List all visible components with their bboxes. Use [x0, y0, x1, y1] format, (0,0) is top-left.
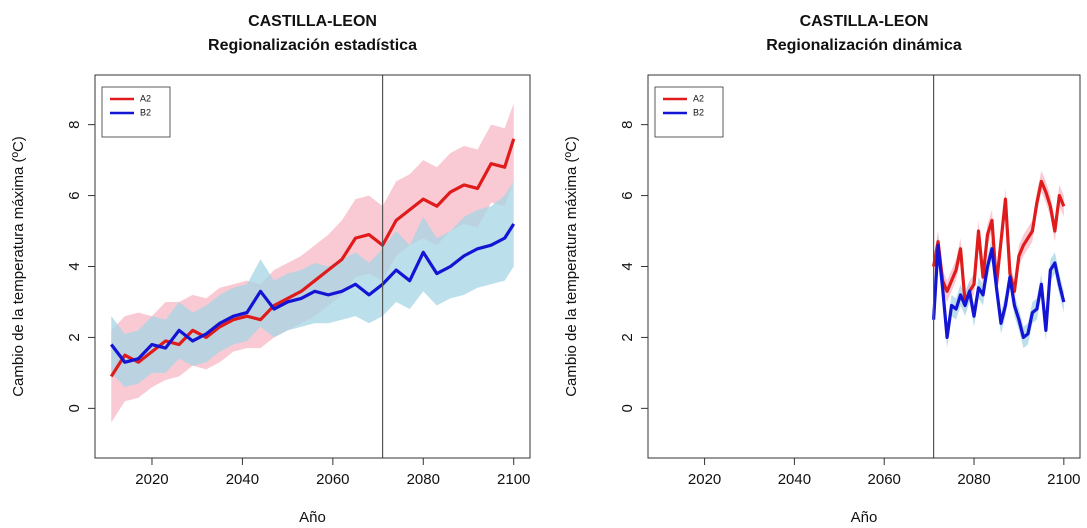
plot-area [932, 170, 1066, 349]
y-tick-label: 0 [66, 404, 83, 412]
x-tick-label: 2020 [688, 471, 721, 488]
series-line [109, 138, 516, 378]
y-tick-label: 6 [619, 191, 636, 199]
x-tick-label: 2040 [226, 471, 259, 488]
legend-label: A2 [140, 93, 151, 103]
y-tick-label: 4 [619, 262, 636, 270]
x-tick-label: 2020 [135, 471, 168, 488]
x-tick-label: 2100 [1047, 471, 1080, 488]
chart-title: CASTILLA-LEON [248, 13, 377, 30]
series-line [110, 223, 516, 364]
chart-title: CASTILLA-LEON [800, 13, 929, 30]
x-tick-label: 2100 [497, 471, 530, 488]
x-tick-label: 2080 [407, 471, 440, 488]
x-tick-label: 2060 [316, 471, 349, 488]
chart-subtitle: Regionalización dinámica [766, 37, 962, 54]
uncertainty-band [933, 170, 1064, 313]
legend-label: B2 [693, 107, 704, 117]
x-tick-label: 2080 [957, 471, 990, 488]
x-axis-label: Año [299, 509, 326, 526]
y-tick-label: 2 [619, 333, 636, 341]
x-tick-label: 2060 [868, 471, 901, 488]
y-tick-label: 8 [66, 120, 83, 128]
series-line [932, 179, 1066, 304]
x-axis-label: Año [851, 509, 878, 526]
x-tick-label: 2040 [778, 471, 811, 488]
y-tick-label: 8 [619, 120, 636, 128]
y-tick-label: 0 [619, 404, 636, 412]
series-line [932, 243, 1066, 340]
y-tick-label: 2 [66, 333, 83, 341]
y-tick-label: 4 [66, 262, 83, 270]
legend-label: A2 [693, 93, 704, 103]
y-tick-label: 6 [66, 191, 83, 199]
chart-subtitle: Regionalización estadística [208, 37, 417, 54]
legend-label: B2 [140, 107, 151, 117]
y-axis-label: Cambio de la temperatura máxima (ºC) [563, 136, 580, 397]
y-axis-label: Cambio de la temperatura máxima (ºC) [10, 136, 27, 397]
plot-area [109, 103, 516, 423]
